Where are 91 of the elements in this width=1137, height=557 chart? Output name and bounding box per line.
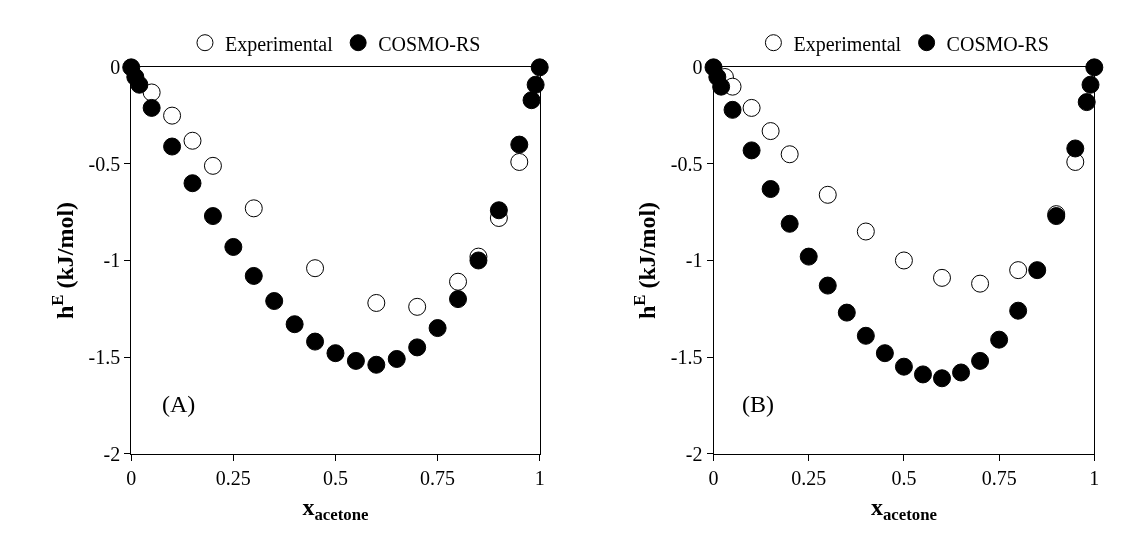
y-tick-label: 0 xyxy=(110,56,121,79)
point xyxy=(367,293,386,312)
point xyxy=(489,201,508,220)
point xyxy=(526,75,545,94)
point xyxy=(244,266,263,285)
point xyxy=(799,247,818,266)
point xyxy=(742,98,761,117)
point xyxy=(1077,93,1096,112)
point xyxy=(1009,301,1028,320)
y-tick-label: -1 xyxy=(685,249,703,272)
point xyxy=(130,75,149,94)
x-tick-label: 0.5 xyxy=(891,466,917,489)
point xyxy=(203,207,222,226)
point xyxy=(183,174,202,193)
y-tick-label: -1 xyxy=(103,249,121,272)
point xyxy=(742,141,761,160)
point xyxy=(818,185,837,204)
point xyxy=(408,297,427,316)
point xyxy=(428,319,447,338)
point xyxy=(224,237,243,256)
point xyxy=(856,326,875,345)
y-tick-label: -2 xyxy=(685,442,703,465)
x-tick-label: 1 xyxy=(534,466,545,489)
point xyxy=(990,330,1009,349)
point xyxy=(875,344,894,363)
legend-label: Experimental xyxy=(224,32,334,56)
point xyxy=(530,58,549,77)
point xyxy=(971,274,990,293)
point xyxy=(244,199,263,218)
point xyxy=(1009,261,1028,280)
y-tick-label: -0.5 xyxy=(88,152,121,175)
point xyxy=(712,77,731,96)
x-tick-label: 0.75 xyxy=(420,466,456,489)
x-tick-label: 0.25 xyxy=(215,466,251,489)
point xyxy=(387,349,406,368)
point xyxy=(971,351,990,370)
point xyxy=(203,156,222,175)
point xyxy=(856,222,875,241)
x-tick-label: 0 xyxy=(708,466,719,489)
point xyxy=(894,251,913,270)
point xyxy=(346,351,365,370)
point xyxy=(367,355,386,374)
y-tick-label: -0.5 xyxy=(670,152,703,175)
legend-label: COSMO-RS xyxy=(946,32,1049,55)
point xyxy=(894,357,913,376)
point xyxy=(142,98,161,117)
point xyxy=(408,338,427,357)
annotation: (A) xyxy=(162,391,196,417)
point xyxy=(818,276,837,295)
point xyxy=(723,100,742,119)
y-tick-label: -1.5 xyxy=(670,346,703,369)
point xyxy=(183,131,202,150)
point xyxy=(522,91,541,110)
point xyxy=(306,332,325,351)
point xyxy=(761,122,780,141)
point xyxy=(1066,139,1085,158)
point xyxy=(1085,58,1104,77)
point xyxy=(285,315,304,334)
legend-label: COSMO-RS xyxy=(378,32,481,55)
x-axis-title: x$_{acetone}$ xyxy=(870,493,938,524)
x-tick-label: 0.25 xyxy=(791,466,827,489)
point xyxy=(837,303,856,322)
y-tick-label: 0 xyxy=(692,56,703,79)
legend-label: Experimental xyxy=(793,32,902,56)
point xyxy=(510,135,529,154)
x-axis-title: x$_{acetone}$ xyxy=(302,493,370,524)
x-tick-label: 0.5 xyxy=(322,466,348,489)
point xyxy=(265,292,284,311)
point xyxy=(780,145,799,164)
point xyxy=(306,259,325,278)
point xyxy=(326,344,345,363)
point xyxy=(510,152,529,171)
point xyxy=(780,214,799,233)
point xyxy=(449,272,468,291)
point xyxy=(933,369,951,388)
point xyxy=(952,363,971,382)
point xyxy=(449,290,468,309)
annotation: (B) xyxy=(742,391,774,417)
y-tick-label: -2 xyxy=(103,442,121,465)
x-tick-label: 1 xyxy=(1089,466,1100,489)
point xyxy=(913,365,932,384)
point xyxy=(761,180,780,199)
point xyxy=(1081,75,1100,94)
x-tick-label: 0 xyxy=(126,466,137,489)
x-tick-label: 0.75 xyxy=(981,466,1017,489)
point xyxy=(163,137,182,156)
point xyxy=(469,251,488,270)
point xyxy=(163,106,182,125)
point xyxy=(933,268,951,287)
y-tick-label: -1.5 xyxy=(88,346,121,369)
point xyxy=(1028,261,1047,280)
